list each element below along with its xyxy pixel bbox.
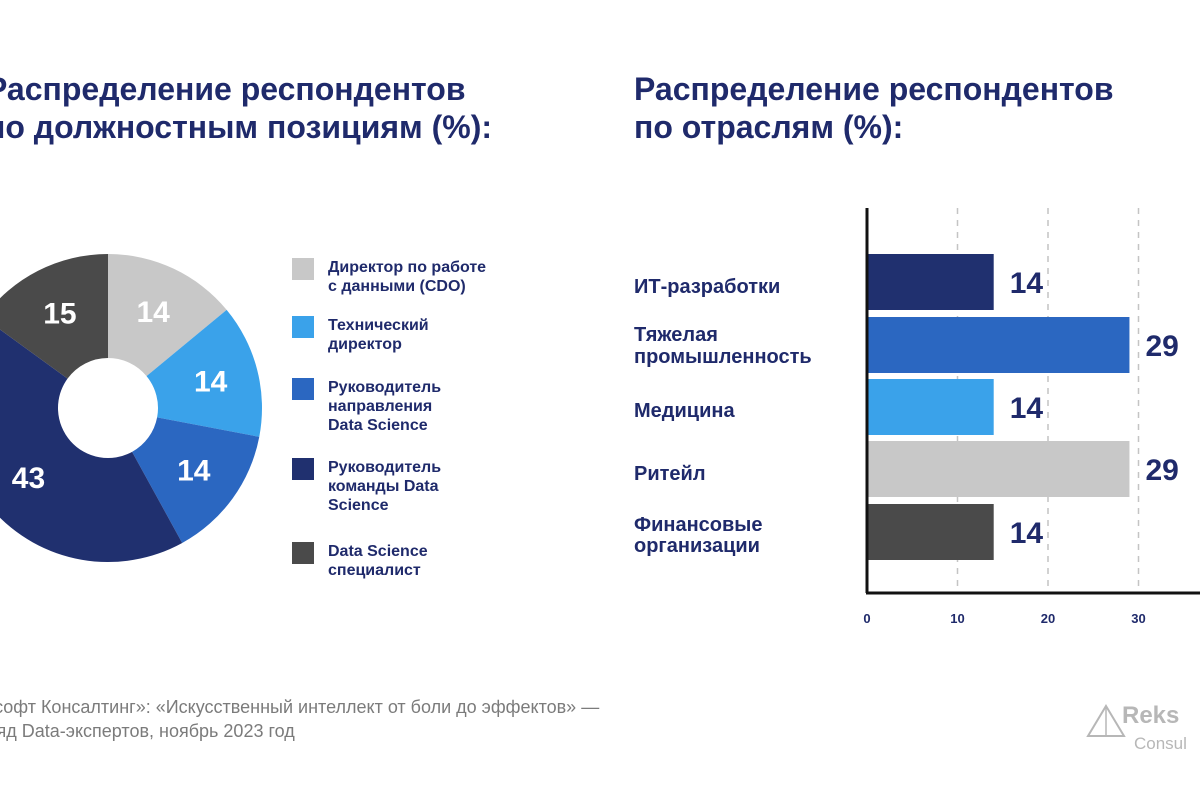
donut-value-label-4: 15 bbox=[43, 298, 76, 331]
logo-subtext: Consul bbox=[1134, 734, 1187, 753]
category-label-0: ИТ-разработки bbox=[634, 276, 780, 298]
donut-chart-title-line2: по должностным позициям (%): bbox=[0, 109, 493, 145]
x-tick-label-2: 20 bbox=[1041, 611, 1055, 626]
legend-swatch bbox=[292, 542, 314, 564]
donut-chart-title: Распределение респондентов по должностны… bbox=[0, 70, 492, 146]
category-label-3: Ритейл bbox=[634, 463, 706, 485]
bar-2 bbox=[867, 379, 994, 435]
brand-logo: Reks Consul bbox=[1086, 700, 1200, 760]
donut-value-label-3: 43 bbox=[12, 462, 45, 495]
legend-swatch bbox=[292, 258, 314, 280]
bar-chart-title-line1: Распределение респондентов bbox=[634, 71, 1114, 107]
bar-0 bbox=[867, 254, 994, 310]
bar-value-label-4: 14 bbox=[1010, 517, 1044, 550]
x-tick-label-3: 30 bbox=[1131, 611, 1145, 626]
bar-1 bbox=[867, 317, 1130, 373]
legend-swatch bbox=[292, 378, 314, 400]
legend-swatch bbox=[292, 316, 314, 338]
x-tick-label-1: 10 bbox=[950, 611, 964, 626]
legend-swatch bbox=[292, 458, 314, 480]
source-line1: ксофт Консалтинг»: «Искусственный интелл… bbox=[0, 697, 600, 717]
bar-4 bbox=[867, 504, 994, 560]
category-label-1: Тяжелая промышленность bbox=[634, 324, 812, 368]
category-label-4: Финансовые организации bbox=[634, 514, 763, 557]
x-tick-label-0: 0 bbox=[863, 611, 870, 626]
bar-value-label-2: 14 bbox=[1010, 392, 1044, 425]
donut-slice-3 bbox=[0, 329, 183, 562]
donut-slice-0 bbox=[108, 254, 227, 377]
bar-3 bbox=[867, 441, 1130, 497]
legend-label: Технический директор bbox=[328, 317, 429, 353]
donut-slice-4 bbox=[0, 254, 108, 379]
legend-label: Data Science специалист bbox=[328, 543, 428, 579]
category-label-2: Медицина bbox=[634, 400, 735, 422]
logo-text: Reks bbox=[1122, 702, 1180, 729]
legend-label: Директор по работе с данными (CDO) bbox=[328, 259, 487, 295]
bar-value-label-3: 29 bbox=[1145, 454, 1178, 487]
donut-value-label-1: 14 bbox=[194, 366, 228, 399]
source-line2: ляд Data-экспертов, ноябрь 2023 год bbox=[0, 721, 295, 741]
legend-label: Руководитель направления Data Science bbox=[328, 379, 442, 434]
source-note: ксофт Консалтинг»: «Искусственный интелл… bbox=[0, 695, 599, 743]
bar-chart-title: Распределение респондентов по отраслям (… bbox=[634, 70, 1114, 146]
donut-chart-title-line1: Распределение респондентов bbox=[0, 71, 466, 107]
bar-value-label-0: 14 bbox=[1010, 267, 1044, 300]
donut-value-label-0: 14 bbox=[136, 296, 170, 329]
triangle-logo-icon bbox=[1086, 704, 1126, 737]
donut-slice-1 bbox=[146, 309, 262, 437]
donut-value-label-2: 14 bbox=[177, 454, 211, 487]
bar-chart-title-line2: по отраслям (%): bbox=[634, 109, 904, 145]
bar-value-label-1: 29 bbox=[1145, 330, 1178, 363]
donut-slice-2 bbox=[132, 417, 260, 543]
legend-label: Руководитель команды Data Science bbox=[328, 459, 442, 514]
